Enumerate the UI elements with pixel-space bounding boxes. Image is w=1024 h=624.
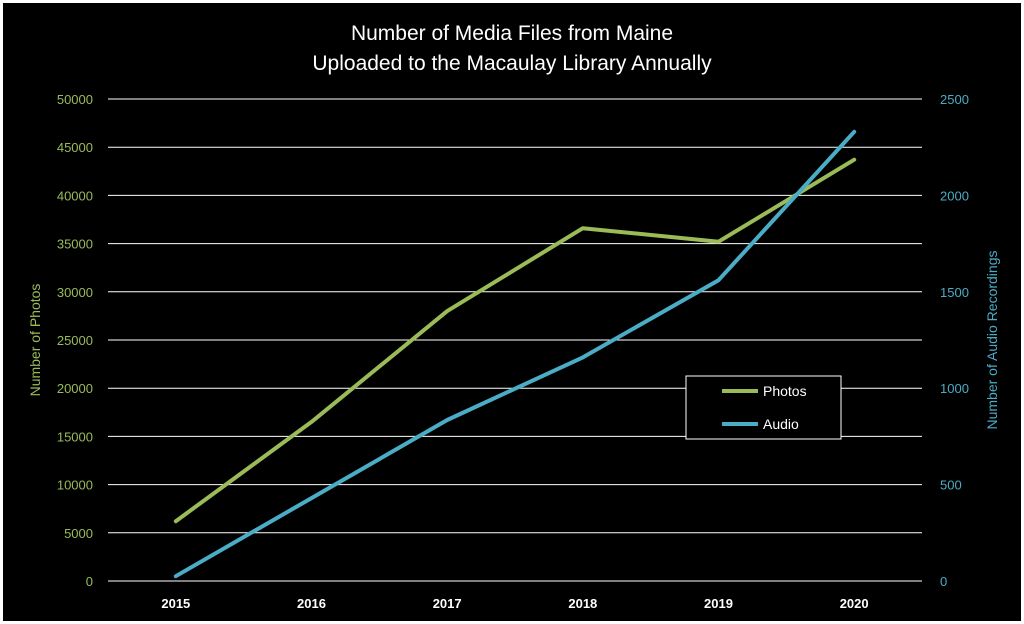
right-tick-label: 1500 bbox=[940, 285, 969, 300]
series-line-audio bbox=[173, 129, 857, 579]
left-tick-label: 15000 bbox=[57, 429, 93, 444]
x-tick-label: 2015 bbox=[161, 596, 190, 611]
gridlines bbox=[108, 98, 922, 582]
x-tick-label: 2020 bbox=[840, 596, 869, 611]
left-tick-label: 40000 bbox=[57, 188, 93, 203]
right-tick-label: 500 bbox=[940, 478, 962, 493]
x-tick-label: 2016 bbox=[297, 596, 326, 611]
left-tick-label: 30000 bbox=[57, 285, 93, 300]
legend-label-audio: Audio bbox=[763, 416, 799, 432]
left-axis-label: Number of Photos bbox=[27, 284, 43, 397]
right-tick-label: 0 bbox=[940, 574, 947, 589]
left-tick-label: 5000 bbox=[64, 526, 93, 541]
left-tick-label: 35000 bbox=[57, 237, 93, 252]
x-tick-label: 2019 bbox=[704, 596, 733, 611]
series-line-photos bbox=[173, 157, 857, 524]
legend: Photos Audio bbox=[685, 375, 842, 440]
right-axis-ticks: 0 500 1000 1500 2000 2500 bbox=[940, 92, 969, 589]
x-tick-label: 2017 bbox=[433, 596, 462, 611]
right-tick-label: 2000 bbox=[940, 188, 969, 203]
left-tick-label: 45000 bbox=[57, 140, 93, 155]
left-tick-label: 25000 bbox=[57, 333, 93, 348]
right-tick-label: 1000 bbox=[940, 381, 969, 396]
chart-title-line-1: Number of Media Files from Maine bbox=[351, 22, 673, 45]
x-axis-ticks: 2015 2016 2017 2018 2019 2020 bbox=[161, 596, 868, 611]
chart-title-line-2: Uploaded to the Macaulay Library Annuall… bbox=[312, 52, 712, 75]
right-axis-label: Number of Audio Recordings bbox=[984, 251, 1000, 430]
left-tick-label: 50000 bbox=[57, 92, 93, 107]
left-tick-label: 20000 bbox=[57, 381, 93, 396]
x-tick-label: 2018 bbox=[568, 596, 597, 611]
series-lines bbox=[173, 129, 857, 579]
left-axis-ticks: 0 5000 10000 15000 20000 25000 30000 35000 40000… bbox=[57, 92, 93, 589]
chart-background bbox=[3, 3, 1021, 621]
left-tick-label: 10000 bbox=[57, 478, 93, 493]
right-tick-label: 2500 bbox=[940, 92, 969, 107]
legend-label-photos: Photos bbox=[763, 383, 807, 399]
legend-box bbox=[685, 375, 842, 440]
left-tick-label: 0 bbox=[86, 574, 93, 589]
